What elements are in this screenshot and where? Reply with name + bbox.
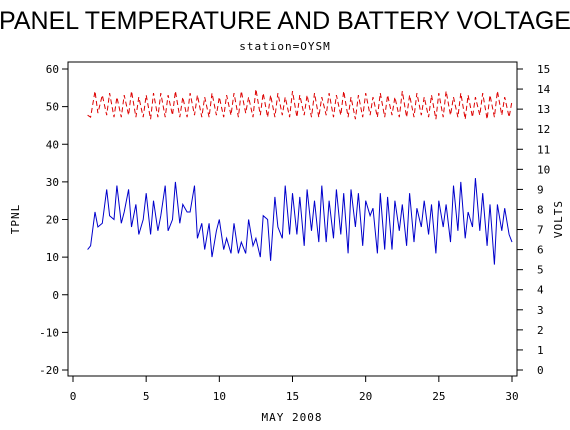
x-tick-label: 5 [143,390,150,403]
y-left-tick-label: 10 [46,251,59,264]
x-tick-label: 20 [359,390,372,403]
y-right-tick-label: 4 [537,284,544,297]
y-right-tick-label: 7 [537,224,544,237]
chart-subtitle: station=OYSM [239,40,330,53]
plot-frame [67,61,518,377]
x-axis-label: MAY 2008 [262,411,323,424]
x-tick-label: 0 [70,390,77,403]
y-left-tick-label: 60 [46,63,59,76]
y-left-tick-label: -20 [39,364,59,377]
y-right-tick-label: 15 [537,63,550,76]
chart-title: PANEL TEMPERATURE AND BATTERY VOLTAGE [0,7,570,35]
y-right-tick-label: 14 [537,83,551,96]
x-tick-label: 25 [432,390,445,403]
y-right-tick-label: 3 [537,304,544,317]
y-left-tick-label: -10 [39,326,59,339]
y-right-tick-label: 6 [537,244,544,257]
y-right-tick-label: 13 [537,103,550,116]
y-right-tick-label: 12 [537,123,550,136]
y-right-tick-label: 1 [537,344,544,357]
series-line-tpnl [87,178,513,265]
y-left-tick-label: 20 [46,214,59,227]
y-right-tick-label: 0 [537,364,544,377]
y-left-tick-label: 40 [46,138,59,151]
y-right-tick-label: 10 [537,163,550,176]
x-axis: 0 5 10 15 20 25 30 [70,376,519,403]
x-tick-label: 15 [286,390,299,403]
y-right-tick-label: 2 [537,324,544,337]
series-layer [87,89,513,265]
y-right-tick-label: 11 [537,143,550,156]
series-line-volts [87,89,513,120]
y-axis-left-label: TPNL [9,204,22,235]
y-left-tick-label: 30 [46,176,59,189]
y-axis-right-label: VOLTS [552,200,565,238]
x-tick-label: 30 [505,390,518,403]
y-right-tick-label: 9 [537,183,544,196]
y-right-tick-label: 8 [537,203,544,216]
x-tick-label: 10 [213,390,226,403]
y-left-tick-label: 50 [46,101,59,114]
y-axis-left: -20 -10 0 10 20 30 40 50 60 [39,63,68,377]
y-left-tick-label: 0 [52,289,59,302]
y-right-tick-label: 5 [537,264,544,277]
